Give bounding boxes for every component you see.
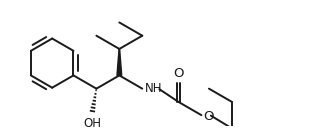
Polygon shape <box>117 49 122 75</box>
Text: O: O <box>203 110 214 123</box>
Text: OH: OH <box>83 117 101 130</box>
Text: O: O <box>173 67 184 80</box>
Text: NH: NH <box>145 82 163 95</box>
